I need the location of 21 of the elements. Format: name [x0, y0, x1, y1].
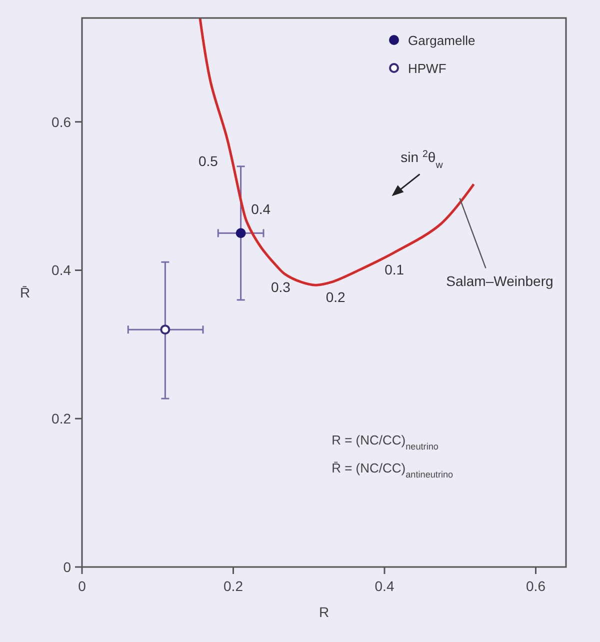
legend-label: Gargamelle [408, 33, 476, 48]
y-axis-title: R̄ [20, 284, 30, 300]
annotation: 0.3 [270, 278, 291, 295]
y-tick-label: 0.2 [52, 410, 72, 427]
annotation: 0.2 [326, 289, 346, 306]
annotation: R = (NC/CC)$_{neutrino}$ [332, 432, 438, 452]
x-tick-label: 0.6 [526, 578, 546, 594]
y-tick-label: 0.4 [52, 262, 72, 278]
annotation: R̄ = (NC/CC)$_{antineutrino}$ [332, 460, 454, 480]
x-axis-title: R [318, 604, 330, 620]
y-tick-label: 0 [63, 559, 72, 575]
x-tick-label: 0.2 [224, 578, 244, 594]
legend-label: HPWF [408, 61, 446, 76]
annotation: sin $^{2}$θ$_{w}$ [400, 148, 444, 171]
annotation: 0.1 [384, 261, 404, 278]
text: Salam–Weinberg [446, 273, 554, 290]
annotation: 0.4 [251, 201, 271, 218]
x-tick-label: 0 [78, 578, 86, 594]
y-tick-label: 0.6 [52, 114, 72, 130]
annotation: 0.5 [198, 152, 218, 169]
x-tick-label: 0.4 [374, 578, 394, 594]
